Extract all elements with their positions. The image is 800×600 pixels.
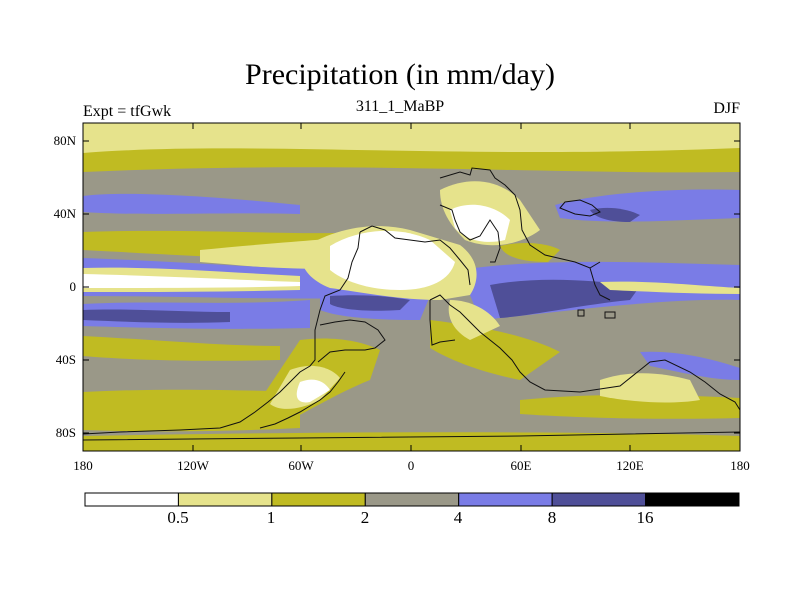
field-patagonia-dry xyxy=(296,379,330,403)
experiment-label: Expt = tfGwk xyxy=(83,103,172,120)
field-south-yellow-band xyxy=(83,336,280,361)
continent-outlines xyxy=(82,167,741,441)
ytick-label-40n: 40N xyxy=(53,206,76,221)
chart-title: Precipitation (in mm/day) xyxy=(245,58,555,91)
colorbar-label-2: 2 xyxy=(360,508,370,527)
colorbar-box-2 xyxy=(271,492,366,507)
field-south-wet-core xyxy=(83,309,230,323)
field-pacific-dry-tongue xyxy=(600,281,740,294)
season-label: DJF xyxy=(713,100,740,117)
outline-eurasia-north xyxy=(439,167,601,269)
outline-africa-west xyxy=(429,300,456,346)
colorbar-label-1: 1 xyxy=(266,508,276,527)
ytick-label-80n: 80N xyxy=(53,133,76,148)
field-north-atlantic-wet xyxy=(83,193,300,214)
field-south-asia-yellow xyxy=(500,243,560,262)
colorbar-label-8: 8 xyxy=(547,508,557,527)
xtick-label-120e: 120E xyxy=(616,458,644,473)
colorbar-label-0-5: 0.5 xyxy=(167,508,189,527)
field-atlantic-tropical-core xyxy=(330,295,410,311)
ytick-label-0: 0 xyxy=(69,279,77,294)
field-equatorial-dry-core xyxy=(83,274,300,288)
outline-antarctica xyxy=(82,431,741,441)
xtick-label-0: 0 xyxy=(407,458,415,473)
colorbar-label-4: 4 xyxy=(453,508,463,527)
field-southern-ocean-yellow xyxy=(83,389,300,432)
outline-south-america-south xyxy=(259,371,346,429)
field-africa-light xyxy=(448,300,500,340)
xtick-label-180e: 180 xyxy=(730,458,750,473)
outline-south-america-north xyxy=(317,319,386,363)
outline-southeast-asia xyxy=(589,267,611,301)
colorbar-box-5 xyxy=(551,492,647,507)
field-north-yellow-band xyxy=(83,148,740,173)
outline-south-coast xyxy=(429,294,741,411)
outline-japan-region xyxy=(559,199,601,217)
xtick-label-60w: 60W xyxy=(288,458,314,473)
field-central-asia-dry xyxy=(450,204,510,242)
outline-eurasia-interior xyxy=(439,204,501,263)
tick-marks xyxy=(83,123,740,451)
colorbar-box-6 xyxy=(645,492,740,507)
colorbar xyxy=(84,492,740,507)
outline-north-africa-coast xyxy=(359,225,471,286)
outline-island-1 xyxy=(604,311,616,319)
run-label: 311_1_MaBP xyxy=(355,98,445,115)
precip-field xyxy=(83,123,740,451)
colorbar-box-1 xyxy=(177,492,273,507)
field-south-pacific-wet xyxy=(640,351,740,380)
field-australia-light xyxy=(600,373,700,403)
xtick-label-120w: 120W xyxy=(177,458,209,473)
colorbar-box-3 xyxy=(364,492,460,507)
xtick-label-60e: 60E xyxy=(510,458,532,473)
ytick-label-40s: 40S xyxy=(55,352,76,367)
outline-south-america-west xyxy=(82,231,361,435)
field-sahara-dry xyxy=(330,230,455,290)
colorbar-label-16: 16 xyxy=(636,508,654,527)
field-indo-pacific-core xyxy=(490,279,640,318)
colorbar-box-0 xyxy=(84,492,179,507)
field-antarctic-yellow xyxy=(83,432,740,451)
ytick-label-80s: 80S xyxy=(55,425,76,440)
colorbar-box-4 xyxy=(458,492,553,507)
field-north-pacific-core xyxy=(590,207,640,222)
outline-island-2 xyxy=(577,309,585,317)
xtick-label-180w: 180 xyxy=(73,458,93,473)
